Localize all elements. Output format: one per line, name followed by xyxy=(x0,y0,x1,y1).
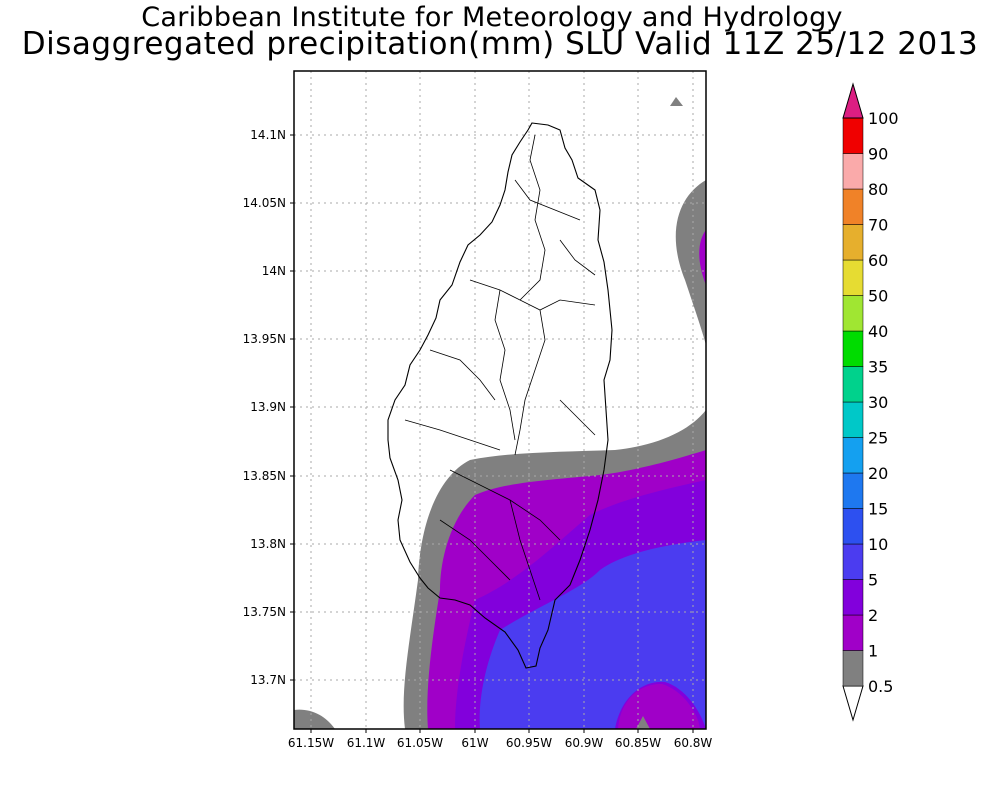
colorbar-label: 2 xyxy=(868,606,878,625)
colorbar-swatch xyxy=(842,330,864,367)
gridlines xyxy=(294,71,706,729)
colorbar-label: 30 xyxy=(868,393,888,412)
colorbar-over-triangle xyxy=(842,82,864,119)
island-marker-ne xyxy=(670,97,683,106)
colorbar-swatch xyxy=(842,259,864,296)
watershed-boundaries xyxy=(404,134,596,601)
lat-axis: 14.1N 14.05N 14N 13.95N 13.9N 13.85N 13.… xyxy=(243,128,294,687)
colorbar-label: 5 xyxy=(868,571,878,590)
lon-tick-label: 61W xyxy=(461,736,488,750)
lon-tick-label: 60.8W xyxy=(674,736,713,750)
colorbar-swatch xyxy=(842,579,864,616)
lon-tick-label: 61.15W xyxy=(288,736,334,750)
colorbar-swatch xyxy=(842,543,864,580)
lon-tick-label: 60.9W xyxy=(565,736,604,750)
colorbar-label: 100 xyxy=(868,109,899,128)
colorbar-swatch xyxy=(842,508,864,545)
colorbar-under-triangle xyxy=(842,685,864,722)
contour-0p5-east xyxy=(675,180,706,345)
colorbar-swatch xyxy=(842,437,864,474)
colorbar-label: 60 xyxy=(868,251,888,270)
product-title: Disaggregated precipitation(mm) SLU Vali… xyxy=(21,26,979,62)
colorbar-swatch xyxy=(842,224,864,261)
lon-tick-label: 60.85W xyxy=(615,736,661,750)
lat-tick-label: 13.85N xyxy=(243,469,286,483)
lat-tick-label: 13.95N xyxy=(243,332,286,346)
colorbar-swatch xyxy=(842,153,864,190)
lon-axis: 61.15W 61.1W 61.05W 61W 60.95W 60.9W 60.… xyxy=(288,729,713,750)
colorbar-swatch xyxy=(842,188,864,225)
island-outline xyxy=(387,122,613,669)
lon-tick-label: 60.95W xyxy=(506,736,552,750)
colorbar-swatch xyxy=(842,295,864,332)
contour-5-south xyxy=(479,540,706,729)
precipitation-field xyxy=(294,71,706,729)
lat-tick-label: 14N xyxy=(262,264,286,278)
colorbar-label: 15 xyxy=(868,500,888,519)
lat-tick-label: 13.8N xyxy=(250,537,286,551)
colorbar-swatch xyxy=(842,650,864,687)
colorbar-label: 50 xyxy=(868,287,888,306)
colorbar-label: 40 xyxy=(868,322,888,341)
colorbar-swatch xyxy=(842,614,864,651)
lat-tick-label: 13.7N xyxy=(250,673,286,687)
colorbar-label: 20 xyxy=(868,464,888,483)
colorbar-swatch xyxy=(842,472,864,509)
colorbar-label: 0.5 xyxy=(868,677,893,696)
colorbar-swatch xyxy=(842,401,864,438)
colorbar-label: 10 xyxy=(868,535,888,554)
colorbar-label: 80 xyxy=(868,180,888,199)
map-frame xyxy=(293,70,707,730)
lat-tick-label: 13.75N xyxy=(243,605,286,619)
lon-tick-label: 61.1W xyxy=(347,736,386,750)
colorbar-label: 1 xyxy=(868,642,878,661)
lon-tick-label: 61.05W xyxy=(397,736,443,750)
colorbar-swatch xyxy=(842,117,864,154)
institute-title: Caribbean Institute for Meteorology and … xyxy=(141,2,843,33)
colorbar-label: 35 xyxy=(868,358,888,377)
contour-0p5-sw xyxy=(294,709,335,729)
lat-tick-label: 14.05N xyxy=(243,196,286,210)
lat-tick-label: 13.9N xyxy=(250,400,286,414)
colorbar-swatch xyxy=(842,366,864,403)
colorbar-label: 70 xyxy=(868,216,888,235)
lat-tick-label: 14.1N xyxy=(250,128,286,142)
colorbar-label: 25 xyxy=(868,429,888,448)
contour-0p5-spot xyxy=(636,716,650,729)
contour-1-east xyxy=(699,230,706,285)
colorbar-label: 90 xyxy=(868,145,888,164)
